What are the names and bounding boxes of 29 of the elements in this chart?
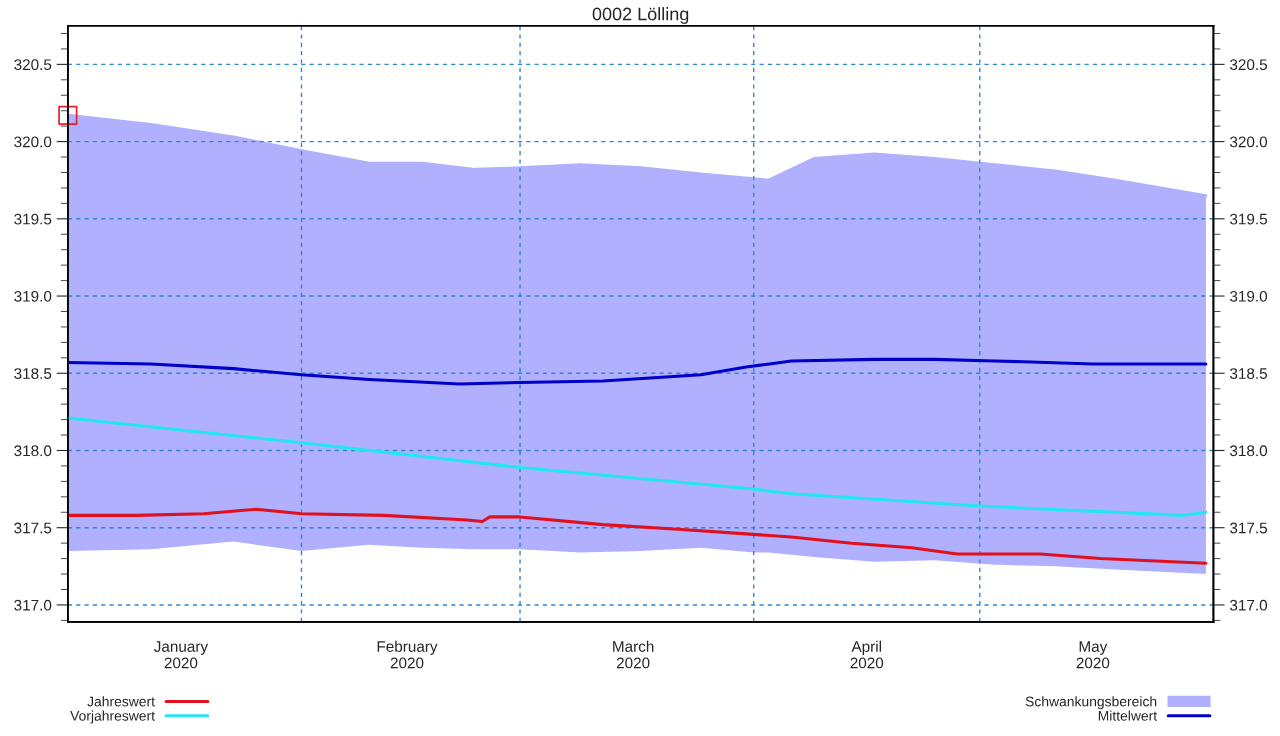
legend-label: Schwankungsbereich [1025,696,1157,710]
legend-label: Jahreswert [87,696,155,707]
y2-tick-label: 317.0 [1229,599,1268,611]
legend-label: Vorjahreswert [70,710,155,724]
y2-tick-label: 319.0 [1229,290,1268,302]
line-series [67,507,1208,565]
y2-tick-label: 318.0 [1229,445,1268,457]
x-tick-label: January 2020 [153,641,209,669]
y-tick-label: 317.5 [14,522,52,534]
x-tick-label: April 2020 [850,640,884,669]
x-tick-label: May 2020 [1076,641,1110,669]
y-tick-label: 318.5 [14,368,52,379]
line-series [67,416,1208,517]
line-series [67,357,1208,386]
y2-tick-label: 320.5 [1229,59,1267,71]
y-tick-label: 317.0 [14,599,52,611]
x-tick-label: March 2020 [613,640,654,669]
y2-tick-label: 320.0 [1229,136,1268,148]
y-tick-label: 320.5 [14,59,52,71]
y2-tick-label: 317.5 [1229,522,1267,534]
legend-label: Mittelwert [1098,710,1158,721]
y-tick-label: 320.0 [14,136,52,148]
y2-tick-label: 319.5 [1229,213,1267,225]
y-tick-label: 319.5 [14,213,52,225]
y-tick-label: 319.0 [14,290,52,302]
y2-tick-label: 318.5 [1229,368,1267,379]
y-tick-label: 318.0 [14,445,52,457]
chart-title: 0002 Lölling [592,7,689,24]
x-tick-label: February 2020 [377,640,438,669]
